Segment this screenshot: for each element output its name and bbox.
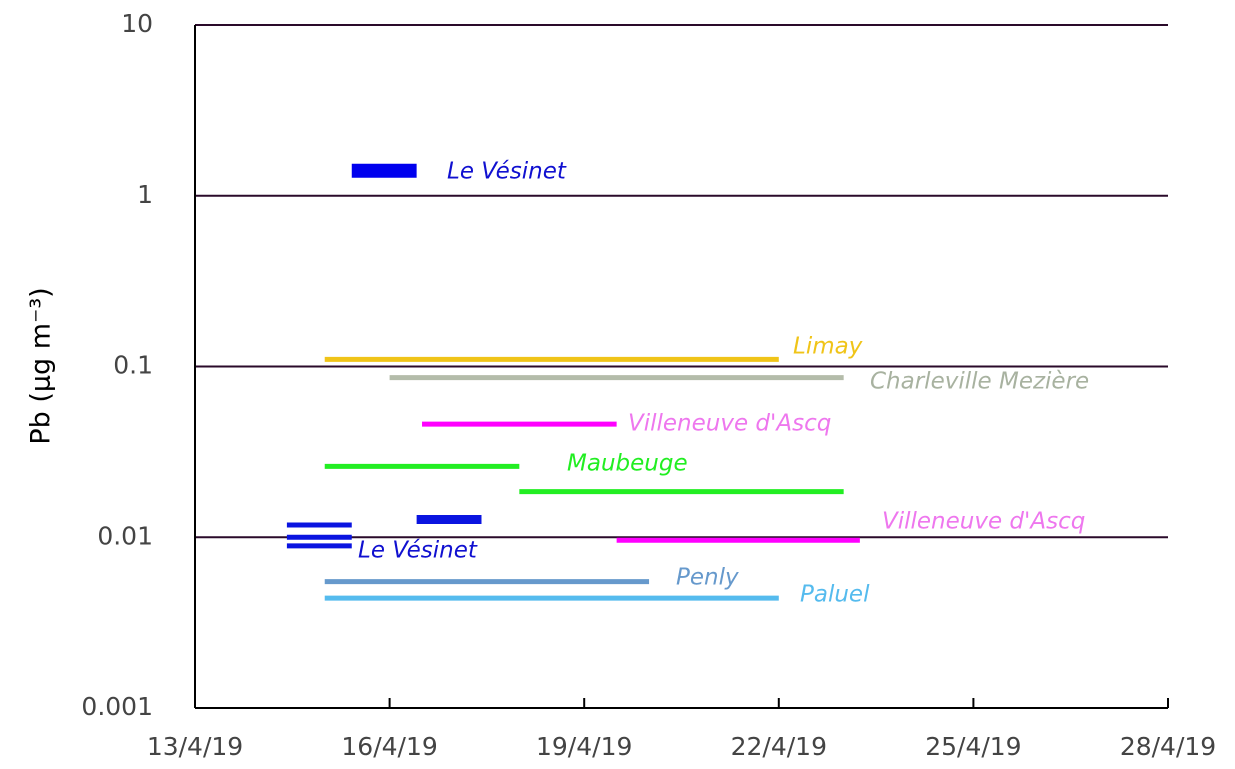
series-label: Charleville Mezière xyxy=(870,369,1089,395)
series-label: Maubeuge xyxy=(567,451,688,477)
series-label: Paluel xyxy=(800,582,870,608)
y-axis-label: Pb (µg m⁻³) xyxy=(26,287,57,444)
x-tick-label: 19/4/19 xyxy=(536,732,632,761)
y-tick-label: 0.001 xyxy=(81,692,153,721)
x-tick-label: 28/4/19 xyxy=(1120,732,1216,761)
x-tick-label: 13/4/19 xyxy=(147,732,243,761)
y-tick-label: 10 xyxy=(121,9,153,38)
x-tick-label: 25/4/19 xyxy=(925,732,1021,761)
series-label: Penly xyxy=(676,565,739,591)
series-label: Le Vésinet xyxy=(447,159,567,185)
series-label: Le Vésinet xyxy=(358,538,478,564)
x-tick-label: 16/4/19 xyxy=(341,732,437,761)
y-tick-label: 0.1 xyxy=(113,351,153,380)
series-label: Limay xyxy=(793,334,863,360)
x-tick-label: 22/4/19 xyxy=(731,732,827,761)
series-label: Villeneuve d'Ascq xyxy=(628,411,831,437)
y-tick-label: 0.01 xyxy=(97,521,153,550)
y-tick-label: 1 xyxy=(137,180,153,209)
series-label: Villeneuve d'Ascq xyxy=(882,509,1085,535)
